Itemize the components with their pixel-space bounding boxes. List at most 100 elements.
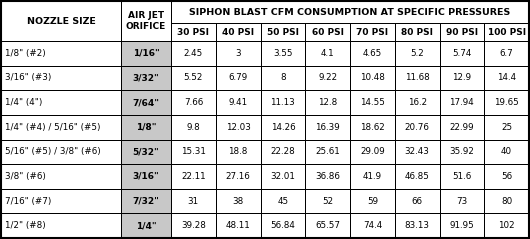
Text: 30 PSI: 30 PSI	[178, 27, 209, 37]
Bar	[121, 66, 171, 90]
Text: 46.85: 46.85	[405, 172, 429, 181]
Bar	[484, 90, 529, 115]
Bar	[305, 66, 350, 90]
Bar	[1, 66, 121, 90]
Bar	[305, 23, 350, 41]
Bar	[484, 189, 529, 213]
Bar	[484, 213, 529, 238]
Bar	[305, 90, 350, 115]
Text: 1/4" (4"): 1/4" (4")	[5, 98, 42, 107]
Text: 22.99: 22.99	[449, 123, 474, 132]
Bar	[261, 41, 305, 66]
Text: 14.55: 14.55	[360, 98, 385, 107]
Bar	[121, 66, 171, 90]
Bar	[261, 189, 305, 213]
Bar	[171, 90, 216, 115]
Bar	[305, 41, 350, 66]
Text: 17.94: 17.94	[449, 98, 474, 107]
Bar	[261, 90, 305, 115]
Text: 18.62: 18.62	[360, 123, 385, 132]
Text: 8: 8	[280, 73, 286, 82]
Bar	[1, 189, 121, 213]
Bar	[1, 189, 121, 213]
Bar	[439, 23, 484, 41]
Bar	[1, 90, 121, 115]
Text: 80 PSI: 80 PSI	[401, 27, 433, 37]
Bar	[484, 41, 529, 66]
Text: 32.01: 32.01	[270, 172, 295, 181]
Bar	[305, 140, 350, 164]
Bar	[261, 66, 305, 90]
Bar	[216, 23, 261, 41]
Bar	[350, 66, 395, 90]
Bar	[439, 41, 484, 66]
Bar	[439, 164, 484, 189]
Bar	[484, 41, 529, 66]
Bar	[216, 164, 261, 189]
Bar	[395, 164, 439, 189]
Bar	[484, 23, 529, 41]
Text: 83.13: 83.13	[404, 221, 430, 230]
Text: 16.2: 16.2	[408, 98, 427, 107]
Text: 12.9: 12.9	[452, 73, 472, 82]
Text: SIPHON BLAST CFM CONSUMPTION AT SPECIFIC PRESSURES: SIPHON BLAST CFM CONSUMPTION AT SPECIFIC…	[189, 7, 510, 16]
Bar	[439, 213, 484, 238]
Text: 19.65: 19.65	[494, 98, 519, 107]
Text: 5/16" (#5) / 3/8" (#6): 5/16" (#5) / 3/8" (#6)	[5, 147, 101, 156]
Bar	[395, 115, 439, 140]
Bar	[216, 41, 261, 66]
Bar	[216, 140, 261, 164]
Text: 14.26: 14.26	[270, 123, 295, 132]
Text: 7/32": 7/32"	[132, 196, 160, 206]
Bar	[305, 115, 350, 140]
Text: 40: 40	[501, 147, 512, 156]
Bar	[484, 140, 529, 164]
Bar	[1, 41, 121, 66]
Bar	[305, 164, 350, 189]
Bar	[395, 189, 439, 213]
Bar	[350, 140, 395, 164]
Bar	[439, 213, 484, 238]
Text: 22.11: 22.11	[181, 172, 206, 181]
Text: 1/16": 1/16"	[132, 49, 160, 58]
Bar	[350, 115, 395, 140]
Bar	[261, 140, 305, 164]
Text: 50 PSI: 50 PSI	[267, 27, 299, 37]
Bar	[261, 164, 305, 189]
Bar	[216, 41, 261, 66]
Bar	[395, 115, 439, 140]
Bar	[305, 189, 350, 213]
Text: 31: 31	[188, 196, 199, 206]
Bar	[261, 23, 305, 41]
Bar	[395, 164, 439, 189]
Text: 48.11: 48.11	[226, 221, 251, 230]
Bar	[395, 66, 439, 90]
Bar	[305, 90, 350, 115]
Bar	[350, 213, 395, 238]
Text: 3/8" (#6): 3/8" (#6)	[5, 172, 46, 181]
Bar	[121, 189, 171, 213]
Bar	[484, 66, 529, 90]
Bar	[484, 90, 529, 115]
Bar	[216, 90, 261, 115]
Text: 52: 52	[322, 196, 333, 206]
Text: 6.7: 6.7	[500, 49, 514, 58]
Text: 7/16" (#7): 7/16" (#7)	[5, 196, 51, 206]
Text: 73: 73	[456, 196, 467, 206]
Bar	[1, 1, 121, 41]
Text: 90 PSI: 90 PSI	[446, 27, 478, 37]
Text: 3/32": 3/32"	[132, 73, 160, 82]
Bar	[1, 41, 121, 66]
Bar	[171, 140, 216, 164]
Bar	[395, 41, 439, 66]
Bar	[171, 164, 216, 189]
Text: 3/16" (#3): 3/16" (#3)	[5, 73, 51, 82]
Text: 7/64": 7/64"	[132, 98, 160, 107]
Bar	[439, 66, 484, 90]
Bar	[395, 41, 439, 66]
Bar	[1, 164, 121, 189]
Text: 65.57: 65.57	[315, 221, 340, 230]
Bar	[121, 1, 171, 41]
Text: 22.28: 22.28	[270, 147, 295, 156]
Text: 100 PSI: 100 PSI	[488, 27, 526, 37]
